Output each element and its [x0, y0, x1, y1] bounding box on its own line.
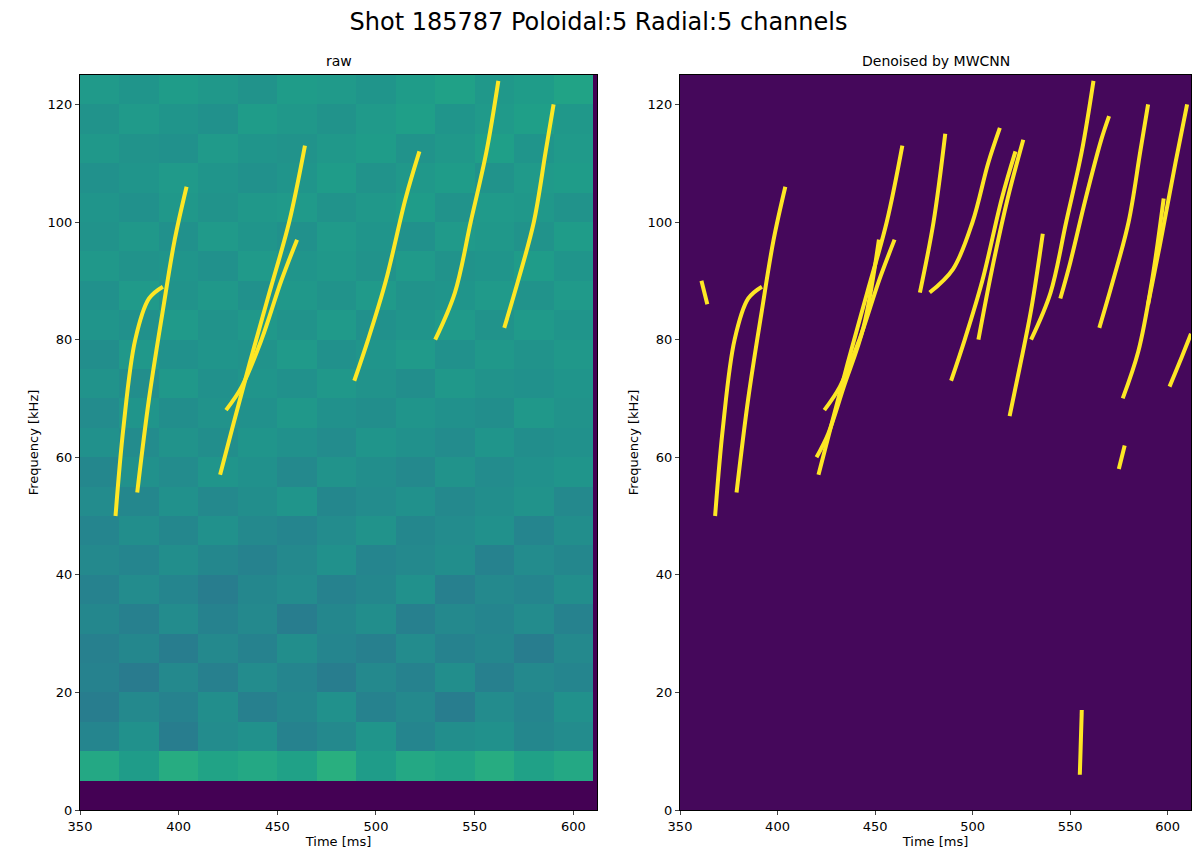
svg-text:120: 120 [48, 97, 73, 112]
svg-text:Denoised by MWCNN: Denoised by MWCNN [862, 53, 1010, 69]
svg-text:100: 100 [648, 215, 673, 230]
svg-text:600: 600 [1155, 819, 1180, 834]
svg-text:80: 80 [56, 332, 73, 347]
svg-text:0: 0 [64, 803, 72, 818]
svg-text:450: 450 [265, 819, 290, 834]
svg-text:60: 60 [56, 450, 73, 465]
svg-text:40: 40 [656, 567, 673, 582]
svg-text:Time [ms]: Time [ms] [305, 834, 372, 849]
svg-text:Frequency [kHz]: Frequency [kHz] [26, 390, 41, 496]
svg-text:60: 60 [656, 450, 673, 465]
svg-text:550: 550 [1058, 819, 1083, 834]
svg-text:Frequency [kHz]: Frequency [kHz] [626, 390, 641, 496]
svg-text:500: 500 [960, 819, 985, 834]
svg-text:120: 120 [648, 97, 673, 112]
svg-text:400: 400 [765, 819, 790, 834]
svg-text:40: 40 [56, 567, 73, 582]
svg-text:Shot 185787 Poloidal:5 Radial:: Shot 185787 Poloidal:5 Radial:5 channels [350, 8, 848, 36]
svg-text:350: 350 [68, 819, 93, 834]
svg-text:550: 550 [462, 819, 487, 834]
svg-text:20: 20 [656, 685, 673, 700]
svg-text:100: 100 [48, 215, 73, 230]
svg-text:500: 500 [364, 819, 389, 834]
svg-text:80: 80 [656, 332, 673, 347]
svg-text:0: 0 [664, 803, 672, 818]
svg-text:20: 20 [56, 685, 73, 700]
svg-text:400: 400 [166, 819, 191, 834]
svg-text:350: 350 [668, 819, 693, 834]
svg-text:600: 600 [561, 819, 586, 834]
svg-text:raw: raw [326, 53, 352, 69]
svg-text:Time [ms]: Time [ms] [902, 834, 969, 849]
svg-text:450: 450 [863, 819, 888, 834]
